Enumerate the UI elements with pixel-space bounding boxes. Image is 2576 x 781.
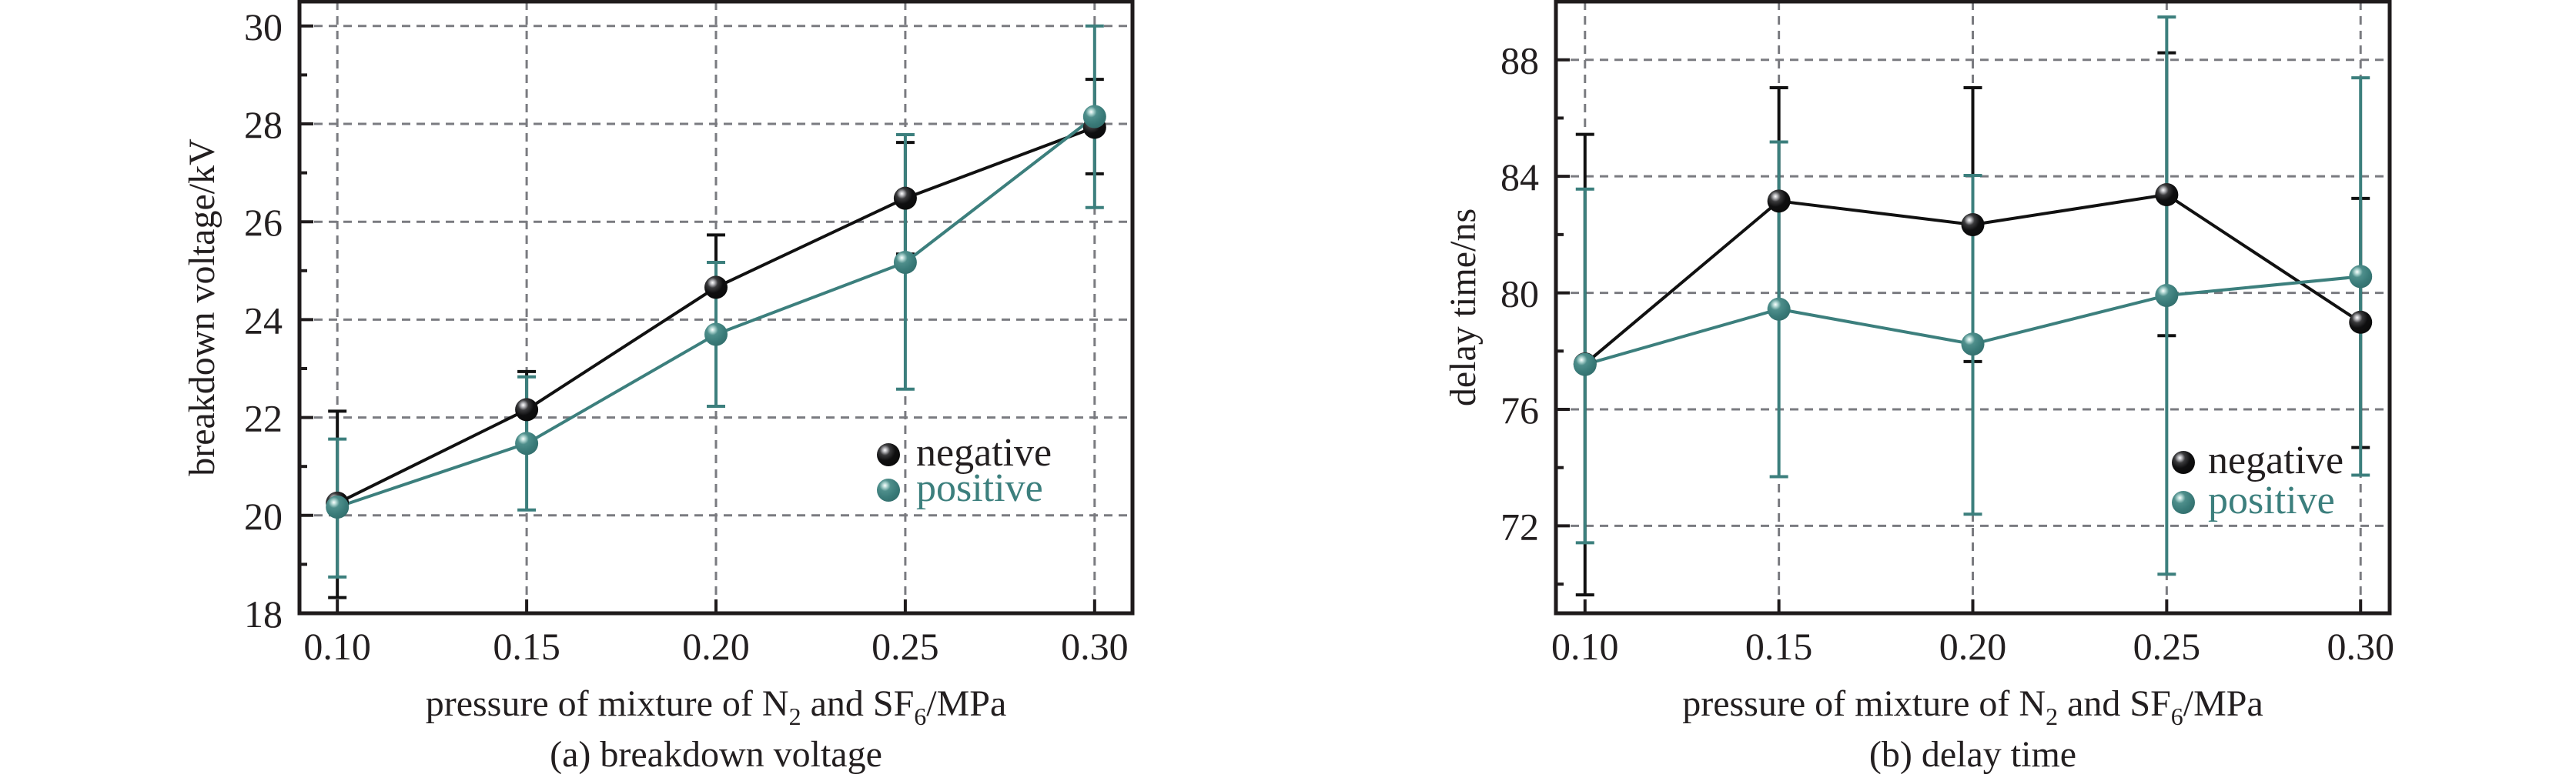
y-tick-label: 24: [244, 299, 283, 342]
x-tick-labels: 0.10 0.15 0.20 0.25 0.30: [1551, 625, 2394, 668]
data-point-negative: [2155, 182, 2179, 206]
legend-marker-negative: [2172, 451, 2195, 474]
x-axis-label-pre: pressure of mixture of N: [426, 683, 789, 724]
x-axis-label-post: /MPa: [2183, 683, 2263, 724]
x-axis-label-sub-n2: 2: [2046, 703, 2058, 730]
legend-label-positive: positive: [916, 466, 1043, 510]
x-tick-labels: 0.10 0.15 0.20 0.25 0.30: [303, 625, 1128, 668]
major-ticks: [1556, 58, 2363, 613]
data-point-positive: [2155, 283, 2179, 307]
data-point-negative: [2349, 310, 2373, 334]
x-tick-label: 0.25: [871, 625, 939, 668]
data-point-positive: [1767, 297, 1791, 321]
x-tick-label: 0.10: [303, 625, 371, 668]
legend-marker-positive: [877, 479, 900, 502]
y-tick-label: 72: [1500, 505, 1539, 548]
y-tick-label: 26: [244, 201, 283, 244]
plot-frame: [1554, 0, 2392, 616]
data-point-positive: [704, 322, 728, 346]
panel-caption: (a) breakdown voltage: [550, 734, 882, 775]
y-tick-label: 28: [244, 103, 283, 146]
legend-marker-negative: [877, 443, 900, 466]
plot-frame: [297, 0, 1135, 616]
x-axis-label-mid: and SF: [801, 683, 915, 724]
data-point-positive: [326, 495, 350, 519]
y-tick-labels: 18 20 22 24 26 28 30: [244, 5, 283, 636]
x-axis-label-sub-sf6: 6: [914, 703, 926, 730]
legend-label-negative: negative: [2208, 439, 2343, 482]
y-tick-label: 84: [1500, 155, 1539, 199]
x-tick-label: 0.20: [1939, 625, 2007, 668]
x-axis-label: pressure of mixture of N2 and SF6/MPa: [426, 683, 1007, 730]
data-point-positive: [1082, 105, 1106, 128]
y-tick-label: 22: [244, 397, 283, 440]
y-tick-labels: 72 76 80 84 88: [1500, 39, 1539, 549]
data-point-positive: [893, 250, 917, 274]
panel-caption: (b) delay time: [1869, 734, 2076, 775]
data-point-positive: [1573, 352, 1597, 376]
y-tick-label: 18: [244, 592, 283, 636]
x-tick-label: 0.15: [1745, 625, 1813, 668]
x-axis-label-sub-sf6: 6: [2171, 703, 2183, 730]
legend-label-positive: positive: [2208, 479, 2335, 522]
data-point-positive: [2349, 265, 2373, 289]
x-axis-label-sub-n2: 2: [789, 703, 801, 730]
data-point-positive: [1961, 332, 1985, 356]
data-series: [1573, 15, 2373, 597]
data-point-negative: [1961, 212, 1985, 236]
legend: negative positive: [2172, 439, 2343, 522]
data-series: [326, 24, 1106, 599]
delay-time-chart: 72 76 80 84 88 0.10 0.15 0.20 0.25 0.30 delay ti…: [1443, 0, 2394, 775]
legend: negative positive: [877, 431, 1052, 510]
y-tick-label: 88: [1500, 39, 1539, 82]
x-tick-label: 0.30: [1061, 625, 1129, 668]
x-axis-label-mid: and SF: [2058, 683, 2171, 724]
x-tick-label: 0.25: [2133, 625, 2201, 668]
x-axis-label-pre: pressure of mixture of N: [1682, 683, 2046, 724]
y-tick-label: 76: [1500, 389, 1539, 432]
data-point-negative: [1767, 189, 1791, 213]
x-tick-label: 0.20: [682, 625, 750, 668]
x-axis-label-post: /MPa: [926, 683, 1006, 724]
y-axis-label: breakdown voltage/kV: [182, 139, 222, 476]
y-tick-label: 20: [244, 495, 283, 538]
data-point-negative: [893, 186, 917, 210]
data-point-negative: [704, 275, 728, 299]
legend-label-negative: negative: [916, 431, 1052, 475]
y-tick-label: 80: [1500, 272, 1539, 315]
x-axis-label: pressure of mixture of N2 and SF6/MPa: [1682, 683, 2263, 730]
x-tick-label: 0.15: [493, 625, 560, 668]
x-tick-label: 0.30: [2327, 625, 2394, 668]
y-axis-label: delay time/ns: [1443, 209, 1484, 406]
data-point-negative: [515, 398, 539, 422]
y-tick-label: 30: [244, 5, 283, 48]
legend-marker-positive: [2172, 491, 2195, 514]
data-point-positive: [515, 432, 539, 456]
x-tick-label: 0.10: [1551, 625, 1619, 668]
